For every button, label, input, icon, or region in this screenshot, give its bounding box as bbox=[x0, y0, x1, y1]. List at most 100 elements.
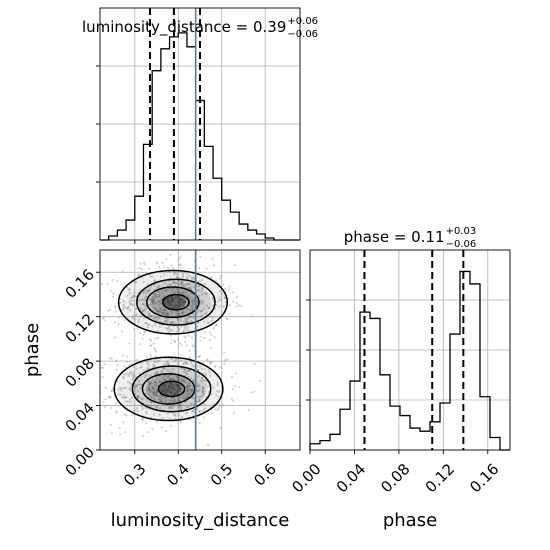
scatter-point bbox=[199, 395, 202, 399]
scatter-point bbox=[146, 326, 149, 329]
scatter-point bbox=[130, 382, 133, 385]
scatter-point bbox=[170, 322, 174, 325]
scatter-point bbox=[190, 402, 193, 406]
scatter-point bbox=[145, 291, 148, 295]
scatter-point bbox=[182, 290, 185, 294]
scatter-point bbox=[166, 376, 170, 379]
scatter-point bbox=[102, 401, 105, 404]
scatter-point bbox=[125, 396, 128, 399]
scatter-point bbox=[120, 315, 124, 318]
scatter-point bbox=[185, 386, 189, 389]
scatter-point bbox=[141, 397, 144, 400]
scatter-point bbox=[172, 386, 175, 389]
scatter-point bbox=[192, 285, 195, 288]
scatter-point bbox=[247, 408, 250, 412]
scatter-point bbox=[164, 310, 167, 313]
scatter-point bbox=[151, 295, 154, 298]
scatter-point bbox=[153, 323, 156, 327]
scatter-point bbox=[145, 355, 148, 358]
scatter-point bbox=[172, 291, 175, 294]
scatter-point bbox=[155, 262, 158, 265]
scatter-point bbox=[154, 360, 158, 364]
title-ld-minus: −0.06 bbox=[287, 29, 318, 40]
scatter-point bbox=[169, 342, 173, 345]
scatter-point bbox=[196, 325, 199, 328]
scatter-point bbox=[225, 317, 228, 320]
scatter-point bbox=[155, 391, 158, 394]
scatter-point bbox=[122, 376, 125, 379]
scatter-point bbox=[201, 376, 204, 379]
scatter-point bbox=[215, 393, 218, 396]
scatter-point bbox=[192, 278, 195, 281]
scatter-point bbox=[184, 300, 188, 304]
scatter-point bbox=[141, 405, 144, 409]
scatter-point bbox=[251, 314, 254, 317]
scatter-point bbox=[145, 406, 148, 410]
scatter-point bbox=[186, 307, 189, 310]
scatter-point bbox=[166, 284, 169, 287]
scatter-point bbox=[211, 411, 214, 414]
scatter-point bbox=[172, 368, 175, 371]
scatter-point bbox=[171, 385, 174, 388]
scatter-point bbox=[161, 416, 164, 420]
scatter-point bbox=[166, 361, 169, 364]
scatter-point bbox=[169, 328, 172, 331]
scatter-point bbox=[168, 401, 171, 404]
scatter-point bbox=[141, 337, 144, 341]
scatter-point bbox=[240, 304, 243, 307]
scatter-point bbox=[126, 307, 129, 310]
scatter-point bbox=[177, 279, 180, 282]
scatter-point bbox=[123, 319, 126, 322]
scatter-point bbox=[131, 373, 134, 376]
scatter-point bbox=[182, 329, 185, 332]
scatter-point bbox=[212, 386, 215, 389]
title-ld: luminosity_distance = 0.39 +0.06 −0.06 bbox=[82, 16, 318, 40]
scatter-point bbox=[183, 381, 186, 384]
scatter-point bbox=[185, 392, 188, 395]
scatter-point bbox=[168, 406, 171, 409]
scatter-point bbox=[200, 376, 203, 380]
scatter-point bbox=[177, 379, 180, 382]
scatter-point bbox=[206, 292, 209, 295]
scatter-point bbox=[151, 387, 154, 390]
scatter-point bbox=[221, 283, 225, 286]
scatter-point bbox=[129, 302, 132, 305]
x-phase-tick-label-2: 0.08 bbox=[377, 460, 413, 496]
scatter-point bbox=[219, 427, 222, 430]
scatter-point bbox=[155, 421, 159, 424]
scatter-point bbox=[186, 294, 189, 297]
scatter-point bbox=[201, 300, 204, 303]
scatter-point bbox=[233, 411, 236, 414]
scatter-point bbox=[213, 365, 216, 368]
scatter-point bbox=[170, 391, 173, 395]
scatter-point bbox=[186, 370, 189, 373]
scatter-point bbox=[223, 351, 226, 354]
scatter-point bbox=[159, 309, 163, 313]
scatter-point bbox=[101, 317, 104, 320]
scatter-point bbox=[125, 355, 129, 358]
scatter-point bbox=[202, 361, 205, 364]
scatter-point bbox=[169, 253, 172, 257]
scatter-point bbox=[200, 314, 203, 317]
scatter-point bbox=[185, 344, 188, 347]
scatter-point bbox=[198, 294, 201, 298]
scatter-point bbox=[169, 390, 172, 394]
scatter-point bbox=[186, 326, 190, 329]
scatter-point bbox=[220, 292, 223, 295]
scatter-point bbox=[154, 355, 157, 358]
scatter-point bbox=[166, 362, 170, 366]
scatter-point bbox=[147, 312, 150, 315]
scatter-point bbox=[182, 272, 185, 276]
scatter-point bbox=[197, 389, 200, 393]
scatter-point bbox=[140, 383, 143, 386]
scatter-point bbox=[130, 302, 133, 306]
scatter-point bbox=[138, 379, 141, 383]
scatter-point bbox=[118, 301, 122, 304]
contour-0-2 bbox=[146, 286, 200, 319]
scatter-point bbox=[159, 308, 163, 311]
scatter-point bbox=[122, 303, 126, 306]
scatter-point bbox=[202, 372, 205, 375]
scatter-point bbox=[131, 303, 135, 306]
scatter-point bbox=[109, 423, 112, 427]
scatter-point bbox=[171, 297, 174, 300]
